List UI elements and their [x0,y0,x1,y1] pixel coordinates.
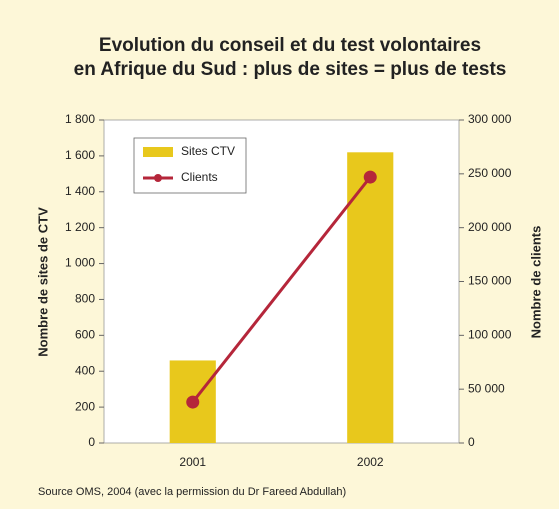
y2-tick-label: 100 000 [468,328,512,342]
y-tick-label: 600 [75,328,95,342]
legend-label: Clients [181,170,218,184]
y-tick-label: 200 [75,399,95,413]
y-tick-label: 1 400 [65,184,95,198]
y-tick-label: 1 000 [65,256,95,270]
y-tick-label: 1 800 [65,112,95,126]
y-tick-label: 1 200 [65,220,95,234]
y-tick-label: 400 [75,363,95,377]
y-tick-label: 800 [75,292,95,306]
point [363,170,377,184]
y2-tick-label: 200 000 [468,220,512,234]
x-tick-label: 2001 [179,455,206,469]
legend-marker [154,174,162,182]
y-tick-label: 0 [88,435,95,449]
chart-title: Evolution du conseil et du test volontai… [99,35,481,56]
y-tick-label: 1 600 [65,148,95,162]
legend-swatch [143,147,173,157]
point [186,395,200,409]
legend-label: Sites CTV [181,144,235,158]
source: Source OMS, 2004 (avec la permission du … [38,486,346,498]
bar [347,152,394,444]
y2-tick-label: 0 [468,435,475,449]
y2-tick-label: 250 000 [468,166,512,180]
y-axis-label: Nombre de sites de CTV [35,207,50,357]
y2-tick-label: 50 000 [468,381,505,395]
x-tick-label: 2002 [357,455,384,469]
y2-axis-label: Nombre de clients [528,226,543,339]
line [191,176,372,404]
y2-tick-label: 300 000 [468,112,512,126]
y2-tick-label: 150 000 [468,274,512,288]
chart-title: en Afrique du Sud : plus de sites = plus… [74,59,507,80]
